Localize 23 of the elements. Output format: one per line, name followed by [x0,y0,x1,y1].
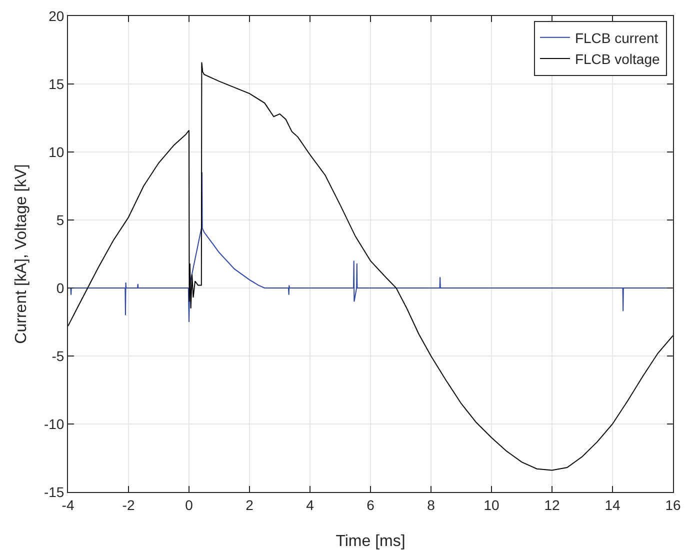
y-tick-label: -10 [44,416,64,432]
y-tick-label: 10 [48,144,64,160]
x-tick-label: 12 [544,496,560,513]
x-tick-label: 6 [366,496,375,513]
x-tick-label: 8 [427,496,436,513]
x-tick-label: 2 [246,496,254,513]
legend-label: FLCB current [574,30,658,46]
x-axis-title: Time [ms] [336,533,406,550]
y-tick-label: -5 [52,348,64,364]
x-tick-label: -4 [62,496,74,513]
x-tick-label: 16 [665,496,681,513]
y-tick-label: 0 [56,280,64,296]
x-tick-label: 4 [306,496,314,513]
y-tick-label: 5 [56,212,64,228]
y-tick-label: 15 [48,76,64,92]
x-tick-label: 0 [185,496,194,513]
legend-label: FLCB voltage [574,51,660,68]
y-tick-label: 20 [48,8,64,24]
y-axis-title: Current [kA], Voltage [kV] [13,164,30,344]
x-tick-label: 14 [604,496,620,513]
y-tick-label: -15 [44,484,64,500]
x-tick-label: 10 [484,496,500,513]
x-tick-label: -2 [122,496,135,513]
